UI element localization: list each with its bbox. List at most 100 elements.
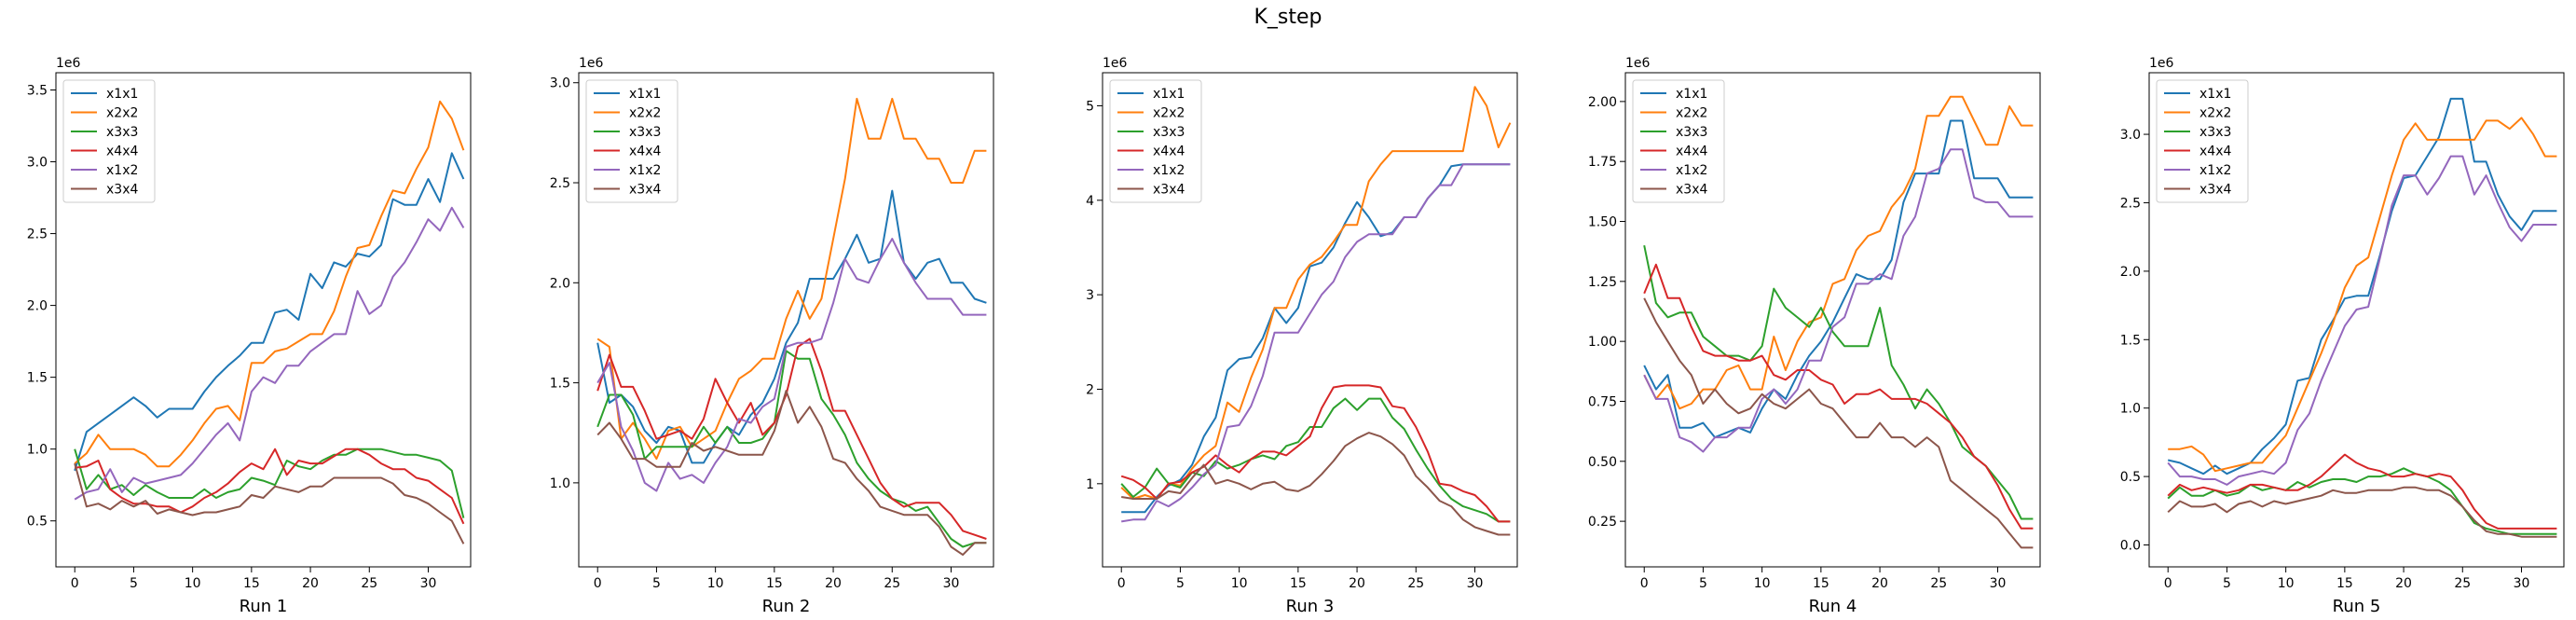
y-tick-label: 2.0 <box>2120 265 2141 280</box>
y-tick-label: 0.5 <box>27 515 48 530</box>
axis-offset-text: 1e6 <box>2149 56 2174 71</box>
legend-frame <box>62 79 156 203</box>
x-tick-label: 5 <box>130 576 138 591</box>
legend-label-x2x2: x2x2 <box>2199 106 2231 121</box>
series-line-x4x4 <box>1643 263 2034 530</box>
x-tick-label: 5 <box>2223 576 2231 591</box>
x-tick-label: 20 <box>2395 576 2412 591</box>
x-tick-label: 25 <box>361 576 377 591</box>
x-tick-label: 20 <box>1349 576 1365 591</box>
x-tick-label: 5 <box>652 576 661 591</box>
legend-label-x3x4: x3x4 <box>629 183 661 198</box>
legend-label-x3x4: x3x4 <box>1153 183 1185 198</box>
y-tick-label: 0.50 <box>1588 455 1617 470</box>
x-tick-label: 30 <box>1467 576 1484 591</box>
legend-label-x4x4: x4x4 <box>2199 145 2231 159</box>
subplot-1: 0 5 10 15 20 25 30 0.5 1.0 1.5 2.0 2.5 3.0 3.5 1e6 Run … <box>27 56 472 616</box>
series-line-x4x4 <box>1120 384 1511 523</box>
x-axis-label: Run 5 <box>2333 597 2381 616</box>
legend-label-x4x4: x4x4 <box>1153 145 1185 159</box>
series-line-x3x4 <box>1643 297 2034 549</box>
series-line-x3x4 <box>2167 486 2557 538</box>
figure-title: K_step <box>1254 6 1322 29</box>
y-tick-label: 0.75 <box>1588 394 1617 409</box>
legend-label-x3x3: x3x3 <box>1153 125 1185 140</box>
legend-label-x3x3: x3x3 <box>629 125 661 140</box>
legend-label-x2x2: x2x2 <box>106 106 138 121</box>
x-tick-label: 0 <box>1117 576 1126 591</box>
y-tick-label: 3.0 <box>27 156 48 171</box>
subplot-4: 0 5 10 15 20 25 30 0.25 0.50 0.75 1.00 1.25 1.50 1.75… <box>1588 56 2041 616</box>
series-line-x1x1 <box>596 189 987 464</box>
series-line-x2x2 <box>596 97 987 461</box>
legend-label-x3x3: x3x3 <box>1676 125 1707 140</box>
series-line-x3x4 <box>596 390 987 557</box>
legend-label-x4x4: x4x4 <box>629 145 661 159</box>
x-tick-label: 20 <box>302 576 319 591</box>
legend: x1x1 x2x2 x3x3 x4x4 x1x2 x3x4 <box>585 79 678 203</box>
legend-label-x2x2: x2x2 <box>629 106 661 121</box>
x-axis-label: Run 2 <box>762 597 811 616</box>
legend-label-x1x1: x1x1 <box>629 87 661 102</box>
x-tick-label: 10 <box>2278 576 2295 591</box>
y-tick-label: 3.5 <box>27 83 48 98</box>
y-tick-label: 1.0 <box>2120 402 2141 417</box>
x-tick-label: 15 <box>2336 576 2353 591</box>
axis-offset-text: 1e6 <box>579 56 604 71</box>
series-line-x1x2 <box>1121 163 1511 523</box>
axis-offset-text: 1e6 <box>56 56 81 71</box>
subplot-3: 0 5 10 15 20 25 30 1 2 3 4 5 1e6 Run 3 x1x1 x2x2 x3x3 x4x… <box>1086 56 1518 616</box>
y-tick-label: 1.0 <box>27 443 48 458</box>
x-axis-label: Run 3 <box>1286 597 1335 616</box>
series-line-x3x4 <box>74 462 465 544</box>
x-tick-label: 5 <box>1176 576 1185 591</box>
x-tick-label: 25 <box>1930 576 1947 591</box>
series-line-x1x2 <box>596 238 987 492</box>
x-tick-label: 10 <box>185 576 201 591</box>
x-tick-label: 0 <box>2164 576 2172 591</box>
y-tick-label: 1.5 <box>27 371 48 386</box>
axes-frame <box>1102 72 1518 568</box>
y-tick-label: 1.00 <box>1588 335 1617 350</box>
legend-label-x3x4: x3x4 <box>1676 183 1707 198</box>
legend-label-x3x4: x3x4 <box>2199 183 2231 198</box>
y-tick-label: 0.0 <box>2120 539 2141 554</box>
series-line-x2x2 <box>2168 117 2557 473</box>
y-tick-label: 1 <box>1086 477 1094 492</box>
series-line-x3x3 <box>1643 244 2034 520</box>
legend-label-x1x1: x1x1 <box>1153 87 1185 102</box>
x-tick-label: 30 <box>420 576 437 591</box>
x-tick-label: 15 <box>243 576 260 591</box>
x-axis-label: Run 4 <box>1809 597 1857 616</box>
x-tick-label: 0 <box>594 576 602 591</box>
series-line-x1x2 <box>74 206 465 501</box>
legend-label-x1x2: x1x2 <box>2199 163 2231 178</box>
y-tick-label: 5 <box>1086 99 1094 114</box>
legend: x1x1 x2x2 x3x3 x4x4 x1x2 x3x4 <box>62 79 156 203</box>
series-line-x2x2 <box>74 100 465 468</box>
axes-frame <box>2148 72 2565 568</box>
axis-offset-text: 1e6 <box>1103 56 1128 71</box>
y-tick-label: 1.75 <box>1588 155 1617 170</box>
legend-frame <box>2156 79 2249 203</box>
x-tick-label: 30 <box>943 576 960 591</box>
y-tick-label: 1.25 <box>1588 275 1617 290</box>
x-axis-label: Run 1 <box>240 597 288 616</box>
legend: x1x1 x2x2 x3x3 x4x4 x1x2 x3x4 <box>1632 79 1725 203</box>
legend-label-x3x4: x3x4 <box>106 183 138 198</box>
legend-label-x3x3: x3x3 <box>106 125 138 140</box>
legend-label-x1x1: x1x1 <box>1676 87 1707 102</box>
y-tick-label: 2.5 <box>550 176 570 191</box>
legend-label-x2x2: x2x2 <box>1153 106 1185 121</box>
subplot-5: 0 5 10 15 20 25 30 0.0 0.5 1.0 1.5 2.0 2.5 3.0 1e6 Run … <box>2120 56 2565 616</box>
axes-frame <box>1624 72 2041 568</box>
legend-label-x4x4: x4x4 <box>106 145 138 159</box>
y-tick-label: 2.0 <box>27 299 48 314</box>
y-tick-label: 0.5 <box>2120 470 2141 485</box>
x-tick-label: 0 <box>71 576 79 591</box>
x-tick-label: 20 <box>825 576 842 591</box>
y-tick-label: 1.5 <box>2120 333 2141 348</box>
series-line-x1x1 <box>74 152 465 472</box>
legend-label-x1x1: x1x1 <box>106 87 138 102</box>
